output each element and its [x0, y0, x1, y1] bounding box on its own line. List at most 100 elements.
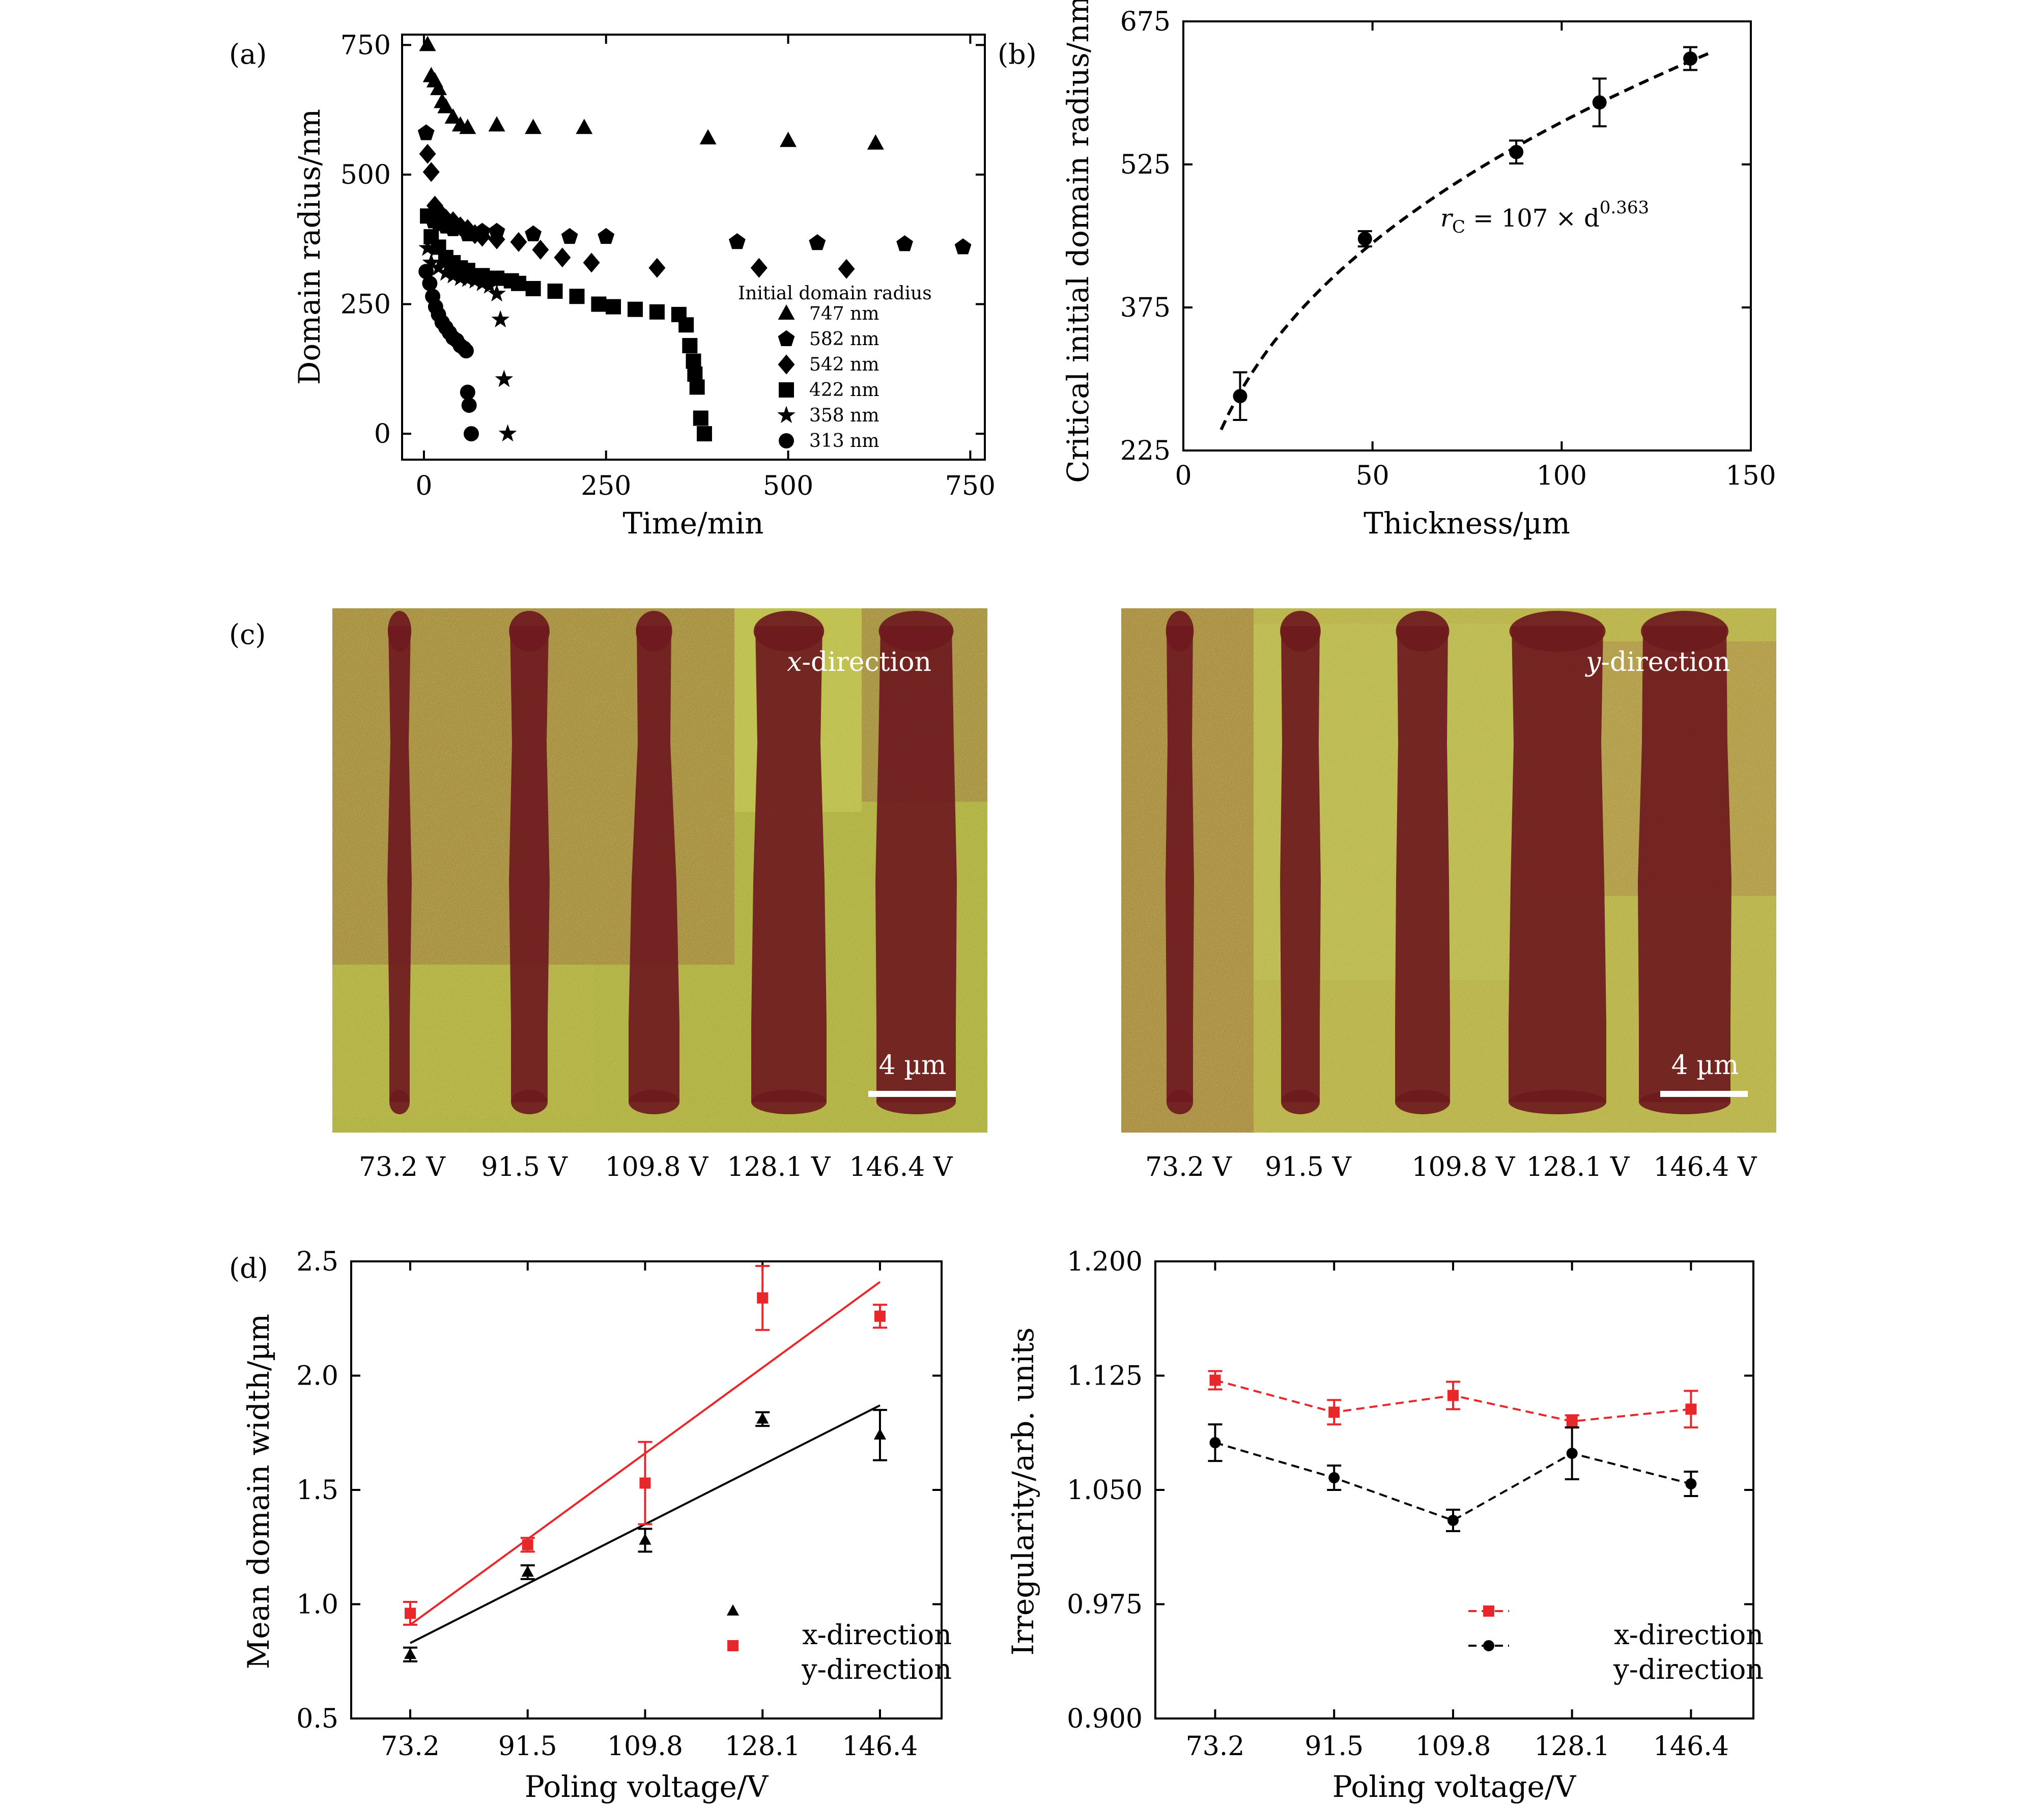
- chart-d-right-point: [1209, 1437, 1221, 1449]
- chart-d-right-x-tick-label: 146.4: [1653, 1731, 1729, 1762]
- chart-d-left-point: [873, 1428, 887, 1440]
- image-x-label-suffix: -direction: [802, 647, 931, 678]
- chart-d-right-point: [1685, 1478, 1697, 1490]
- chart-b-xlabel: Thickness/µm: [1364, 506, 1570, 541]
- chart-a-point: [419, 36, 436, 51]
- image-x-domain-tail: [751, 1090, 827, 1114]
- chart-a-point: [809, 234, 826, 250]
- chart-b-x-tick-label: 100: [1537, 461, 1587, 491]
- chart-a-point: [498, 424, 517, 442]
- chart-d-left-y-tick-label: 0.5: [296, 1704, 338, 1734]
- chart-a-y-tick-label: 500: [340, 160, 391, 190]
- chart-d-left-legend-marker: [727, 1640, 739, 1651]
- image-x-domain-stripe: [751, 626, 827, 1102]
- image-y-scalebar: [1660, 1091, 1748, 1097]
- chart-d-right-point: [1328, 1406, 1340, 1418]
- chart-b-yticks: 225 375 525 675: [1120, 7, 1751, 466]
- image-y-label-prefix: y: [1585, 647, 1601, 678]
- image-y-domain-stripe: [1638, 626, 1731, 1102]
- image-x-domain-head: [636, 611, 672, 652]
- image-x-domain-tail: [389, 1090, 410, 1114]
- chart-a: 0 250 500 750 0 250 500 750 Time/min Domain ra…: [292, 30, 996, 541]
- image-y-domain-tail: [1395, 1090, 1450, 1114]
- chart-a-point: [525, 225, 542, 241]
- chart-a-point: [463, 426, 479, 442]
- chart-b-xticks: 0 50 100 150: [1175, 21, 1776, 491]
- chart-a-legend: Initial domain radius 747 nm 582 nm 542 nm…: [738, 283, 932, 452]
- image-x-voltage-labels: 73.2 V 91.5 V 109.8 V 128.1 V 146.4 V: [359, 1152, 953, 1182]
- chart-d-left-point: [757, 1292, 769, 1304]
- chart-d-left-point: [522, 1539, 533, 1551]
- chart-a-points: [417, 36, 972, 442]
- chart-a-point: [525, 119, 542, 134]
- chart-d-left-point: [405, 1608, 416, 1619]
- chart-d-left-ylabel: Mean domain width/µm: [241, 1314, 276, 1669]
- image-x-domain-head: [878, 611, 954, 652]
- voltage-label: 73.2 V: [1145, 1152, 1232, 1182]
- chart-a-point: [459, 119, 476, 134]
- chart-b-x-tick-label: 50: [1356, 461, 1389, 491]
- chart-a-point: [648, 258, 666, 278]
- image-x-label: x-direction: [787, 647, 931, 678]
- panel-label-d: (d): [229, 1252, 268, 1284]
- chart-d-left-x-tick-label: 91.5: [498, 1731, 557, 1762]
- chart-a-point: [417, 124, 435, 140]
- image-y-domains: [1166, 611, 1731, 1114]
- image-x-direction: x-direction 4 µm: [332, 608, 987, 1133]
- chart-a-point: [696, 426, 712, 442]
- chart-a-point: [687, 366, 703, 382]
- chart-a-point: [896, 235, 913, 251]
- panel-label-c: (c): [229, 618, 266, 651]
- chart-d-right: 73.2 91.5 109.8 128.1 146.4 0.900 0.975 1.050 1…: [1006, 1247, 1764, 1804]
- chart-a-legend-entry: 313 nm: [809, 431, 879, 452]
- chart-d-left-point: [639, 1477, 651, 1489]
- chart-a-point: [488, 229, 505, 249]
- chart-a-x-tick-label: 500: [763, 471, 813, 501]
- chart-a-point: [561, 228, 578, 244]
- chart-a-point: [547, 284, 563, 299]
- chart-a-point: [488, 116, 505, 132]
- chart-a-point: [693, 410, 708, 426]
- chart-d-right-point: [1447, 1514, 1459, 1526]
- chart-d-left-legend-entry: y-direction: [801, 1653, 952, 1685]
- chart-a-point: [430, 79, 447, 95]
- chart-b-point: [1592, 95, 1607, 110]
- chart-b-y-tick-label: 225: [1120, 436, 1171, 466]
- image-x-domain-stripe: [875, 626, 957, 1102]
- chart-d-left-y-tick-label: 2.5: [296, 1247, 338, 1277]
- chart-d-right-y-tick-label: 0.900: [1067, 1704, 1143, 1734]
- chart-a-point: [510, 232, 527, 252]
- chart-d-right-point: [1447, 1390, 1459, 1401]
- chart-a-point: [461, 398, 477, 413]
- chart-b-point: [1357, 232, 1372, 246]
- image-x-domain-stripe: [387, 626, 412, 1102]
- chart-a-point: [473, 227, 491, 247]
- chart-d-right-y-tick-label: 1.200: [1067, 1247, 1143, 1277]
- chart-a-point: [422, 275, 438, 291]
- chart-a-legend-entry: 358 nm: [809, 405, 879, 426]
- image-y-label-suffix: -direction: [1601, 647, 1730, 678]
- chart-a-yticks: 0 250 500 750: [340, 30, 985, 449]
- image-y-domain-stripe: [1166, 626, 1194, 1102]
- chart-d-left-x-tick-label: 73.2: [381, 1731, 440, 1762]
- chart-a-point: [649, 304, 665, 320]
- chart-a-legend-marker: [778, 330, 795, 346]
- chart-a-point: [460, 384, 475, 400]
- chart-d-right-xticks: 73.2 91.5 109.8 128.1 146.4: [1186, 1261, 1729, 1762]
- image-x-domain-head: [753, 611, 825, 652]
- chart-d-right-x-tick-label: 109.8: [1415, 1731, 1491, 1762]
- chart-a-point: [780, 131, 797, 147]
- chart-a-ylabel: Domain radius/nm: [292, 109, 327, 385]
- chart-a-point: [422, 162, 440, 182]
- chart-d-left: 73.2 91.5 109.8 128.1 146.4 0.51.01.52.02.5 …: [241, 1247, 952, 1804]
- chart-a-point: [437, 263, 455, 281]
- voltage-label: 91.5 V: [481, 1152, 568, 1182]
- chart-d-right-y-tick-label: 1.125: [1067, 1361, 1143, 1392]
- chart-a-xlabel: Time/min: [622, 506, 763, 541]
- chart-d-left-x-tick-label: 109.8: [607, 1731, 683, 1762]
- chart-a-x-tick-label: 250: [581, 471, 631, 501]
- chart-d-left-points: [403, 1264, 887, 1662]
- chart-d-right-point: [1209, 1374, 1221, 1386]
